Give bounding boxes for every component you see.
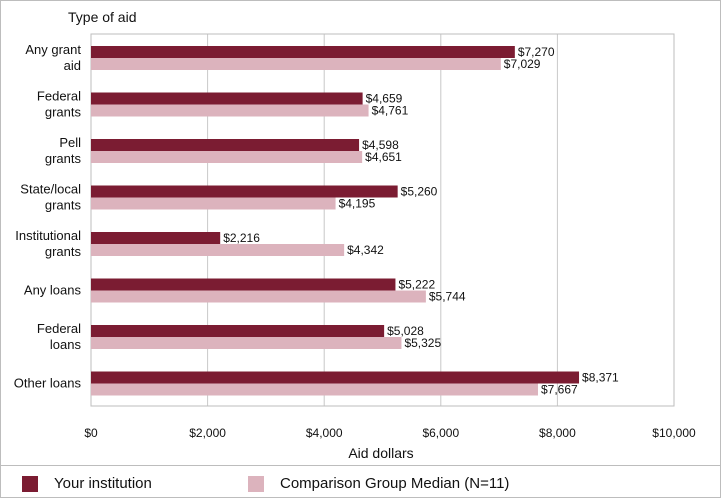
bar-your-institution xyxy=(91,232,221,244)
x-tick-label: $8,000 xyxy=(539,426,576,440)
category-label: aid xyxy=(64,58,81,73)
data-label-your-institution: $2,216 xyxy=(223,231,260,245)
category-label: Federal xyxy=(37,89,81,104)
bar-comparison-group xyxy=(91,290,426,303)
x-tick-label: $0 xyxy=(84,426,98,440)
bar-comparison-group xyxy=(91,383,538,396)
data-label-comparison-group: $7,029 xyxy=(504,57,541,71)
x-tick-label: $2,000 xyxy=(189,426,226,440)
legend-label-your-institution: Your institution xyxy=(54,475,152,492)
bar-comparison-group xyxy=(91,58,501,70)
category-label: grants xyxy=(45,244,82,259)
legend-swatch-your-institution xyxy=(22,475,38,492)
bar-comparison-group xyxy=(91,104,369,117)
data-label-your-institution: $5,260 xyxy=(401,185,438,199)
data-label-comparison-group: $4,761 xyxy=(372,104,409,118)
bar-comparison-group xyxy=(91,244,345,256)
plot-area xyxy=(90,33,675,407)
bars-group: $7,270$7,029 $4,659$4,761 $4,598$4,651 $5,2… xyxy=(91,45,619,397)
gridlines xyxy=(90,34,675,406)
category-label: Other loans xyxy=(14,376,82,391)
data-label-your-institution: $5,028 xyxy=(387,324,424,338)
category-label: State/local xyxy=(20,182,81,197)
category-label: Pell xyxy=(59,135,81,150)
category-label: loans xyxy=(50,337,82,352)
legend-item-comparison-group: Comparison Group Median (N=11) xyxy=(248,475,509,492)
bar-comparison-group xyxy=(91,197,336,210)
category-label: Federal xyxy=(37,321,81,336)
legend-item-your-institution: Your institution xyxy=(22,475,152,492)
legend-label-comparison-group: Comparison Group Median (N=11) xyxy=(280,475,510,492)
bar-comparison-group xyxy=(91,337,402,349)
data-label-comparison-group: $7,667 xyxy=(541,383,578,397)
legend: Your institution Comparison Group Median… xyxy=(1,465,720,498)
data-label-comparison-group: $4,195 xyxy=(339,197,376,211)
category-label: Any grant xyxy=(25,42,81,57)
y-axis-title: Type of aid xyxy=(68,9,137,25)
data-label-comparison-group: $5,744 xyxy=(429,290,466,304)
data-label-comparison-group: $5,325 xyxy=(404,336,441,350)
category-label: grants xyxy=(45,105,82,120)
bar-comparison-group xyxy=(91,151,363,163)
data-label-your-institution: $5,222 xyxy=(398,278,435,292)
bar-your-institution xyxy=(91,92,363,105)
x-tick-labels: $0 $2,000 $4,000 $6,000 $8,000 $10,000 xyxy=(84,426,696,440)
category-labels: Any grantaidFederalgrantsPellgrantsState… xyxy=(14,42,82,391)
bar-your-institution xyxy=(91,325,385,337)
data-label-comparison-group: $4,651 xyxy=(365,150,402,164)
bar-your-institution xyxy=(91,278,396,291)
category-label: Institutional xyxy=(15,228,81,243)
data-label-your-institution: $4,598 xyxy=(362,138,399,152)
category-label: grants xyxy=(45,151,82,166)
legend-swatch-comparison-group xyxy=(248,475,264,492)
bar-your-institution xyxy=(91,185,398,198)
x-axis-title: Aid dollars xyxy=(348,445,413,461)
bar-chart: Type of aid $7,270$7,029 $4,659$4,761 $4,5… xyxy=(14,9,696,461)
data-label-your-institution: $8,371 xyxy=(582,371,619,385)
data-label-comparison-group: $4,342 xyxy=(347,243,384,257)
category-label: grants xyxy=(45,198,82,213)
bar-your-institution xyxy=(91,46,515,58)
x-tick-label: $10,000 xyxy=(652,426,696,440)
bar-your-institution xyxy=(91,371,580,384)
bar-your-institution xyxy=(91,139,360,151)
category-label: Any loans xyxy=(24,283,82,298)
data-label-your-institution: $4,659 xyxy=(366,92,403,106)
data-label-your-institution: $7,270 xyxy=(518,45,555,59)
x-tick-label: $6,000 xyxy=(422,426,459,440)
x-tick-label: $4,000 xyxy=(306,426,343,440)
